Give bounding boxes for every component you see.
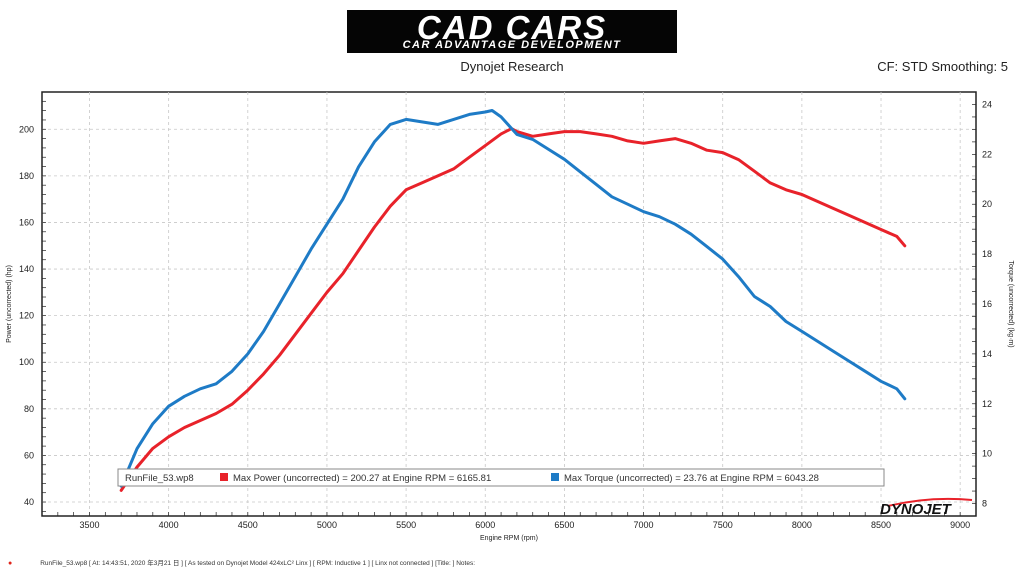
x-tick-label: 7500 [713,520,733,530]
legend-power-swatch [220,473,228,481]
logo-tagline: CAR ADVANTAGE DEVELOPMENT [402,39,622,51]
legend-box [117,468,885,487]
watermark-text: DYNOJET [880,501,953,518]
gridlines [42,92,976,516]
y-right-tick-labels: 8 10 12 14 16 18 20 22 24 [982,99,992,508]
series-lines [119,109,907,492]
y-right-tick-label: 12 [982,399,992,409]
y-left-tick-label: 180 [19,171,34,181]
torque-curve [119,109,907,488]
run-info-footer: ● RunFile_53.wp8 [ At: 14:43:51, 2020 年3月… [8,557,475,567]
x-tick-label: 4000 [159,520,179,530]
plot-area [41,91,977,517]
chart-subtitle: Dynojet Research [460,59,564,74]
y-left-axis-label: Power (uncorrected) (hp) [6,265,13,343]
y-right-tick-label: 14 [982,349,992,359]
y-left-tick-label: 120 [19,311,34,321]
watermark-swoosh [887,497,973,507]
y-right-tick-label: 20 [982,199,992,209]
x-tick-label: 5500 [396,520,416,530]
y-left-tick-label: 160 [19,217,34,227]
dynojet-watermark: DYNOJET [880,497,973,518]
cad-cars-logo: CAD CARS CAR ADVANTAGE DEVELOPMENT [347,10,677,53]
x-tick-label: 8000 [792,520,812,530]
y-right-tick-label: 18 [982,249,992,259]
run-marker-icon: ● [8,560,13,567]
y-right-axis-label: Torque (uncorrected) (kg·m) [1007,260,1014,347]
legend-run-name: RunFile_53.wp8 [125,473,194,484]
x-axis-label: Engine RPM (rpm) [480,535,538,542]
x-tick-labels: 3500 4000 4500 5000 5500 6000 6500 7000 7500 8000… [79,520,970,530]
y-left-tick-labels: 40 60 80 100 120 140 160 180 200 [19,124,34,507]
legend-torque-swatch [551,473,559,481]
legend: RunFile_53.wp8 Max Power (uncorrected) =… [117,468,885,487]
y-right-tick-label: 16 [982,299,992,309]
y-right-tick-label: 24 [982,99,992,109]
y-left-tick-label: 100 [19,357,34,367]
correction-smoothing-label: CF: STD Smoothing: 5 [877,59,1008,74]
footer-text: RunFile_53.wp8 [ At: 14:43:51, 2020 年3月2… [40,560,476,567]
y-left-tick-label: 80 [24,404,34,414]
x-tick-label: 7000 [634,520,654,530]
y-right-tick-label: 8 [982,499,987,509]
y-left-tick-label: 200 [19,124,34,134]
x-tick-label: 9000 [950,520,970,530]
y-left-tick-label: 60 [24,450,34,460]
x-tick-label: 6000 [475,520,495,530]
y-right-tick-label: 10 [982,449,992,459]
y-left-tick-label: 140 [19,264,34,274]
x-tick-label: 4500 [238,520,258,530]
y-right-tick-label: 22 [982,149,992,159]
x-tick-label: 3500 [79,520,99,530]
y-left-tick-label: 40 [24,497,34,507]
x-tick-label: 6500 [554,520,574,530]
minor-ticks [42,100,976,516]
x-tick-label: 5000 [317,520,337,530]
logo-brand-text: CAD CARS [416,9,608,46]
legend-torque-entry: Max Torque (uncorrected) = 23.76 at Engi… [564,473,819,484]
x-tick-label: 8500 [871,520,891,530]
legend-power-entry: Max Power (uncorrected) = 200.27 at Engi… [233,473,491,484]
